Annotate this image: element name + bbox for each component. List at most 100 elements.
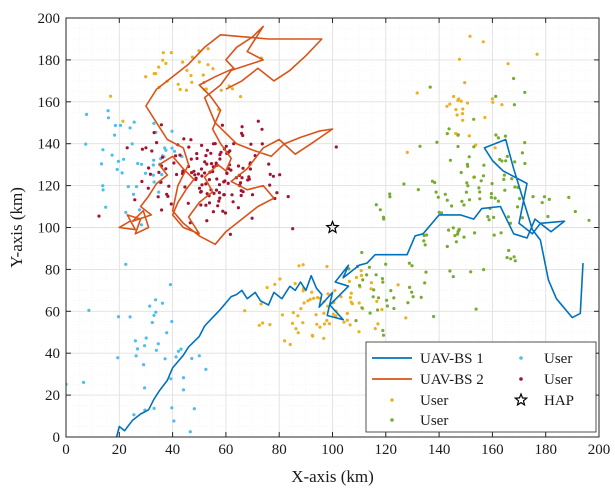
user-point [186,201,190,205]
user-point [492,233,496,237]
user-point [248,167,252,171]
user-point [140,147,144,151]
user-point [240,125,244,129]
user-point [121,119,125,123]
y-tick-label: 160 [38,95,61,111]
user-point [453,234,457,238]
user-point [291,311,295,315]
user-point [518,197,522,201]
user-point [205,192,209,196]
user-point [230,87,234,91]
user-point [144,336,148,340]
user-point [325,318,329,323]
user-point [106,109,110,113]
user-point [466,164,470,168]
user-point [463,81,467,85]
user-point [481,40,485,44]
user-point [148,304,152,308]
user-point [376,322,380,326]
user-point [218,157,222,161]
user-point [457,57,462,61]
user-point [410,290,414,294]
user-point [160,173,164,177]
user-point [135,347,140,351]
user-point [106,116,111,120]
user-point [493,146,497,150]
user-point [396,283,400,287]
user-point [170,406,174,410]
user-point [85,112,89,116]
user-point [465,101,470,105]
user-point [219,150,223,154]
user-point [388,195,392,199]
user-point [280,313,285,317]
user-point [271,174,275,178]
user-point [348,296,352,300]
user-point [460,112,465,116]
user-point [101,148,105,152]
user-point [504,159,508,163]
y-tick-label: 100 [38,221,61,237]
user-point [460,199,464,203]
user-point [239,193,243,198]
user-point [367,265,371,269]
user-point [200,143,204,147]
user-point [140,162,144,166]
user-point [376,296,381,300]
user-point [494,133,498,137]
user-point [513,185,517,189]
user-point [214,188,219,192]
user-point [101,188,105,192]
user-point [454,240,458,244]
user-point [164,148,168,152]
user-point [154,310,158,314]
user-point [172,161,176,165]
user-point [228,232,232,236]
x-axis-label: X-axis (km) [291,467,374,486]
user-point [228,149,232,153]
user-point [509,257,513,261]
user-point [520,216,525,220]
user-point [116,356,120,360]
user-point [467,155,471,159]
x-tick-label: 140 [428,442,451,458]
user-point [505,154,509,158]
user-point [206,63,210,67]
user-point [477,186,481,190]
user-point [215,177,219,181]
user-point [143,386,147,390]
user-point [133,198,137,202]
user-point [408,285,412,289]
user-point [291,227,295,231]
y-tick-label: 40 [45,346,60,362]
user-point [322,311,326,315]
user-point [327,322,331,326]
user-point [110,153,114,157]
user-point [496,199,500,203]
user-point [507,248,511,253]
user-point [380,307,384,312]
user-point [152,158,156,162]
y-tick-label: 180 [38,53,61,69]
user-point [404,316,408,320]
y-tick-label: 20 [45,388,60,404]
user-point [472,117,476,121]
x-tick-label: 200 [588,442,611,458]
user-point [165,331,169,335]
user-point [113,133,117,137]
user-point [152,406,156,410]
user-point [197,186,202,190]
user-point [101,184,105,188]
user-point [506,215,510,219]
user-point [220,123,224,127]
user-point [200,174,204,178]
user-point [113,123,117,128]
user-point [205,148,209,152]
user-point [456,133,460,137]
user-point [492,215,496,219]
user-point [512,255,516,259]
y-axis-label: Y-axis (km) [7,187,26,268]
user-point [288,342,292,347]
user-point [148,172,152,176]
user-point [474,307,478,311]
